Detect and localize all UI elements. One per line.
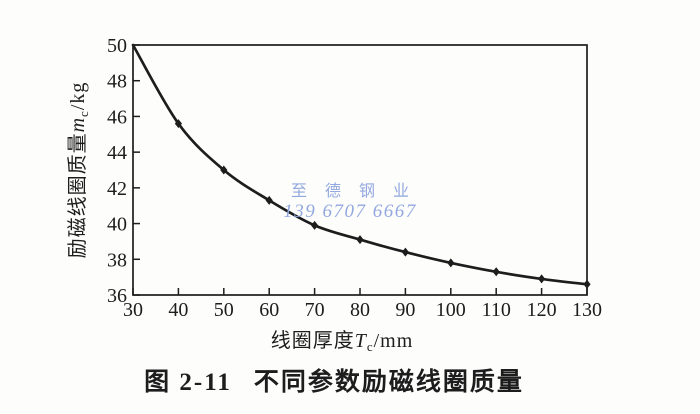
y-axis-unit: /kg bbox=[67, 81, 89, 111]
data-point-marker bbox=[583, 279, 591, 289]
x-tick-label: 40 bbox=[168, 299, 188, 321]
x-tick-label: 80 bbox=[350, 299, 370, 321]
x-axis-label: 线圈厚度Tc/mm bbox=[192, 324, 492, 355]
x-tick-label: 30 bbox=[123, 299, 143, 321]
figure-title: 不同参数励磁线圈质量 bbox=[253, 369, 524, 396]
y-axis-subscript: c bbox=[76, 110, 91, 117]
y-tick-label: 38 bbox=[107, 249, 127, 271]
y-tick-label: 40 bbox=[107, 214, 127, 236]
data-series-line bbox=[131, 43, 589, 286]
y-tick-label: 50 bbox=[107, 35, 127, 57]
data-point-marker bbox=[265, 195, 273, 205]
plot-frame bbox=[132, 44, 588, 296]
x-tick-label: 110 bbox=[482, 299, 511, 321]
x-tick-label: 100 bbox=[436, 299, 466, 321]
x-tick-label: 90 bbox=[395, 299, 415, 321]
y-axis-label-text: 励磁线圈质量 bbox=[67, 132, 89, 259]
data-point-marker bbox=[174, 119, 182, 129]
data-point-marker bbox=[538, 274, 546, 284]
data-point-marker bbox=[401, 247, 409, 257]
x-axis-variable: T bbox=[354, 330, 367, 352]
y-axis-label: 励磁线圈质量mc/kg bbox=[61, 20, 91, 320]
x-tick-label: 70 bbox=[305, 299, 325, 321]
data-point-marker bbox=[311, 220, 319, 230]
x-axis-subscript: c bbox=[366, 339, 374, 354]
data-point-marker bbox=[356, 235, 364, 245]
data-point-marker bbox=[447, 258, 455, 268]
y-axis-variable: m bbox=[67, 116, 89, 133]
y-tick-label: 46 bbox=[107, 106, 127, 128]
data-point-marker bbox=[492, 267, 500, 277]
x-tick-label: 120 bbox=[527, 299, 557, 321]
x-tick-label: 50 bbox=[214, 299, 234, 321]
y-tick-label: 42 bbox=[107, 178, 127, 200]
y-tick-label: 48 bbox=[107, 71, 127, 93]
x-tick-label: 130 bbox=[572, 299, 602, 321]
y-tick-label: 36 bbox=[107, 285, 127, 307]
figure-caption: 图 2-11 不同参数励磁线圈质量 bbox=[0, 362, 668, 398]
x-axis-label-text: 线圈厚度 bbox=[270, 330, 355, 352]
x-axis-unit: /mm bbox=[373, 330, 414, 352]
figure-number: 图 2-11 bbox=[144, 369, 232, 396]
x-tick-label: 60 bbox=[259, 299, 279, 321]
data-point-marker bbox=[220, 165, 228, 175]
y-tick-label: 44 bbox=[107, 142, 127, 164]
